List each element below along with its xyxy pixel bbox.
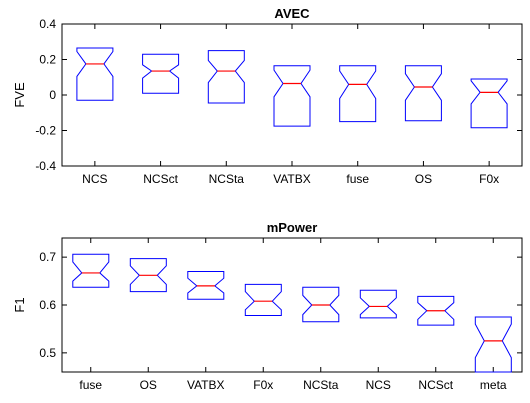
x-tick-label: NCS [82, 172, 107, 186]
box-VATBX [187, 271, 225, 300]
y-axis-title: FVE [12, 82, 27, 108]
x-tick-label: VATBX [273, 172, 311, 186]
box-F0x [244, 283, 282, 316]
x-tick-label: OS [140, 378, 157, 392]
box-meta [474, 316, 512, 373]
y-tick-label: 0.5 [39, 346, 56, 360]
box-NCS [359, 289, 397, 319]
box-F0x [470, 78, 508, 129]
box-NCSct [417, 295, 455, 326]
box-NCSta [207, 50, 245, 104]
plot-title: AVEC [274, 6, 310, 21]
y-tick-label: 0 [49, 88, 56, 102]
y-axis-title: F1 [12, 297, 27, 312]
x-tick-label: NCSct [143, 172, 178, 186]
box-NCS [76, 47, 114, 101]
plot-title: mPower [267, 220, 318, 235]
box-fuse [72, 253, 110, 288]
box-NCSct [142, 53, 180, 94]
y-tick-label: -0.4 [35, 159, 56, 173]
y-tick-label: 0.2 [39, 53, 56, 67]
x-tick-label: F0x [479, 172, 499, 186]
box-OS [404, 65, 442, 122]
y-tick-label: 0.7 [39, 250, 56, 264]
y-tick-label: 0.4 [39, 17, 56, 31]
y-tick-label: -0.2 [35, 124, 56, 138]
box-VATBX [273, 65, 311, 127]
x-tick-label: VATBX [187, 378, 225, 392]
box-NCSta [302, 286, 340, 323]
x-tick-label: fuse [346, 172, 369, 186]
x-tick-label: fuse [79, 378, 102, 392]
x-tick-label: F0x [253, 378, 273, 392]
y-tick-label: 0.6 [39, 298, 56, 312]
box-fuse [339, 65, 377, 123]
axes-frame [61, 23, 523, 167]
x-tick-label: NCSta [209, 172, 245, 186]
x-tick-label: NCSct [418, 378, 453, 392]
x-tick-label: NCS [366, 378, 391, 392]
x-tick-label: OS [415, 172, 432, 186]
box-OS [129, 258, 167, 293]
panel-mpower: mPower F1 0.5 0.6 0.7 fuse OS VATBX F0x NCSta NC… [12, 220, 523, 392]
x-tick-label: meta [480, 378, 507, 392]
panel-avec: AVEC FVE -0.4 -0.2 0 0.2 0.4 NCS NCSct NCSta VAT… [12, 6, 523, 186]
x-tick-label: NCSta [303, 378, 339, 392]
